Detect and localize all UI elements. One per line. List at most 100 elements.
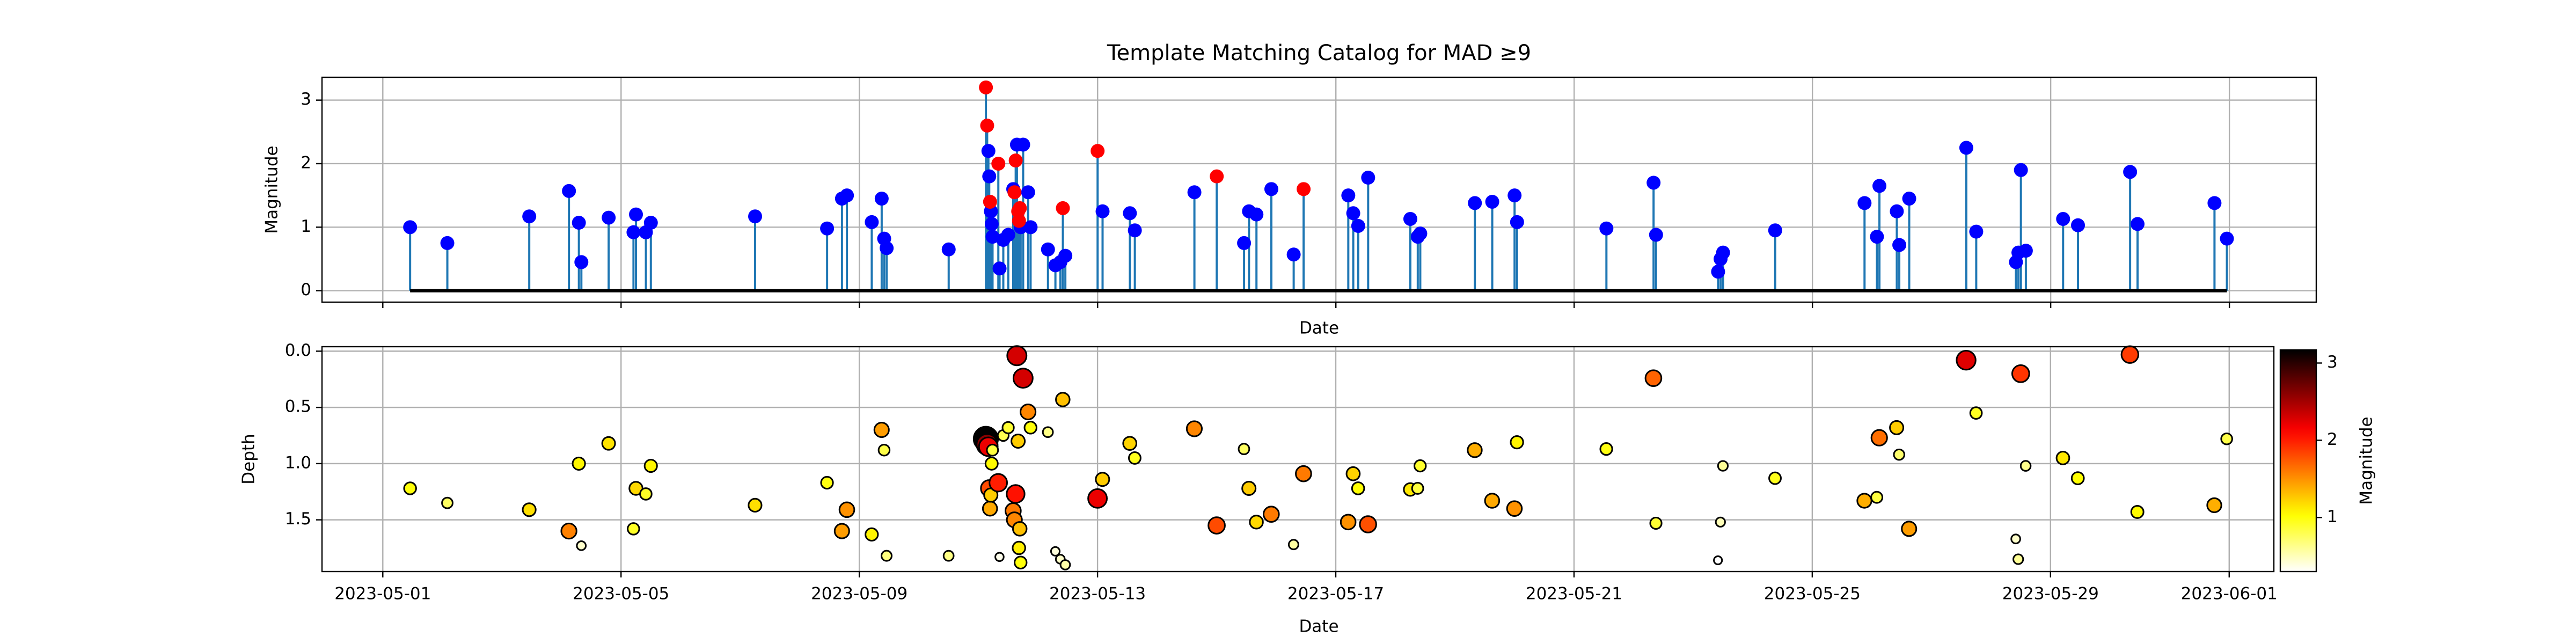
stem-marker [1768, 223, 1782, 238]
stem-marker [979, 80, 993, 94]
scatter-point [1087, 488, 1108, 509]
stem-marker [2131, 217, 2145, 231]
stem-marker [1237, 236, 1252, 250]
scatter-point [1484, 493, 1501, 509]
stem-marker [629, 207, 643, 222]
scatter-point [1042, 426, 1054, 438]
scatter-point [986, 443, 999, 457]
y-tick-label: 1.0 [285, 453, 311, 472]
scatter-point [522, 502, 537, 517]
scatter-point [639, 487, 653, 501]
scatter-point [1889, 420, 1905, 435]
scatter-point [1095, 472, 1110, 487]
axes: 0 1 2 3 Date Magnitude [262, 76, 2317, 338]
scatter-point [2070, 471, 2085, 485]
y-tick-label: 3 [301, 90, 311, 109]
stem-marker [874, 192, 889, 206]
stem-marker [1468, 196, 1482, 210]
scatter-point [1023, 421, 1037, 435]
stem-marker [1902, 192, 1916, 206]
stem-marker [1649, 228, 1663, 242]
stem-marker [1969, 224, 1984, 239]
marks [403, 345, 2233, 570]
stem-marker [562, 184, 576, 198]
scatter-point [838, 501, 855, 518]
stem-marker [2220, 231, 2234, 246]
stem-marker [1346, 206, 1360, 221]
scatter-point [601, 436, 616, 451]
y-tick-label: 1.5 [285, 509, 311, 529]
stem-marker [1041, 242, 1055, 257]
stem-marker [983, 194, 997, 209]
chart-title: Template Matching Catalog for MAD ≥9 [1107, 41, 1531, 65]
stem-marker [572, 216, 586, 230]
stem-marker [1872, 179, 1887, 193]
stem-marker [1128, 223, 1142, 238]
scatter-point [2010, 533, 2021, 545]
scatter-point [1012, 521, 1028, 537]
x-tick-label: 2023-05-29 [2002, 584, 2099, 604]
colorbar-tick-label: 2 [2327, 430, 2338, 449]
stem-marker [2014, 163, 2028, 177]
stem-marker [602, 210, 616, 225]
stem-marker [992, 261, 1007, 276]
scatter-point [1768, 471, 1782, 485]
scatter-point [1717, 460, 1729, 472]
plot-area: 2023-05-01 2023-05-05 2023-05-09 2023-05-13… [239, 341, 2278, 636]
scatter-point [1122, 436, 1138, 451]
scatter-point [627, 522, 640, 536]
scatter-point [1345, 466, 1361, 481]
y-tick-label: 1 [301, 217, 311, 236]
scatter-point [2206, 497, 2222, 514]
scatter-point [1014, 555, 1028, 569]
stem-marker [981, 144, 996, 158]
scatter-point [1644, 369, 1663, 387]
x-axis-label: Date [1299, 319, 1339, 338]
stem-marker [1091, 144, 1105, 158]
stem-marker [1056, 201, 1070, 215]
scatter-point [2019, 460, 2032, 472]
stem-marker [1187, 185, 1202, 200]
y-axis-label: Depth [239, 434, 259, 484]
scatter-point [2011, 364, 2030, 383]
stem-marker [1341, 188, 1356, 203]
scatter-point [1893, 448, 1905, 461]
stem-marker [1008, 153, 1023, 168]
y-tick-label: 2 [301, 153, 311, 172]
x-tick-label: 2023-06-01 [2181, 584, 2278, 604]
stem-marker [865, 215, 879, 229]
y-axis-label: Magnitude [262, 145, 282, 233]
marks [403, 80, 2234, 292]
scatter-point [1414, 459, 1427, 473]
stem-marker [1485, 194, 1499, 209]
x-tick-label: 2023-05-25 [1764, 584, 1861, 604]
stem-marker [1892, 238, 1907, 252]
scatter-point [748, 497, 763, 513]
axes: 2023-05-01 2023-05-05 2023-05-09 2023-05-13… [239, 341, 2278, 636]
stem-marker [1361, 171, 1375, 185]
scatter-point [1359, 515, 1377, 533]
stem-marker [1599, 221, 1614, 236]
stem-marker [1123, 206, 1137, 221]
stem-marker [941, 242, 956, 257]
y-tick-label: 0 [301, 280, 311, 299]
stem-marker [985, 230, 1000, 244]
axes-frame [321, 346, 2275, 573]
x-tick-label: 2023-05-17 [1287, 584, 1384, 604]
scatter-point [2220, 433, 2233, 445]
stem-marker [1403, 211, 1417, 226]
scatter-point [576, 540, 587, 551]
stem-marker [984, 217, 999, 231]
stem-marker [626, 225, 641, 239]
stem-marker [1959, 141, 1973, 155]
scatter-point [1870, 429, 1888, 447]
scatter-point [942, 550, 955, 562]
scatter-point [2130, 505, 2145, 519]
scatter-point [1411, 482, 1424, 495]
scatter-point [1715, 516, 1726, 528]
stem-marker [1013, 201, 1027, 215]
stem-marker [1286, 247, 1301, 262]
scatter-point [1467, 442, 1483, 458]
stem-marker [820, 221, 835, 236]
